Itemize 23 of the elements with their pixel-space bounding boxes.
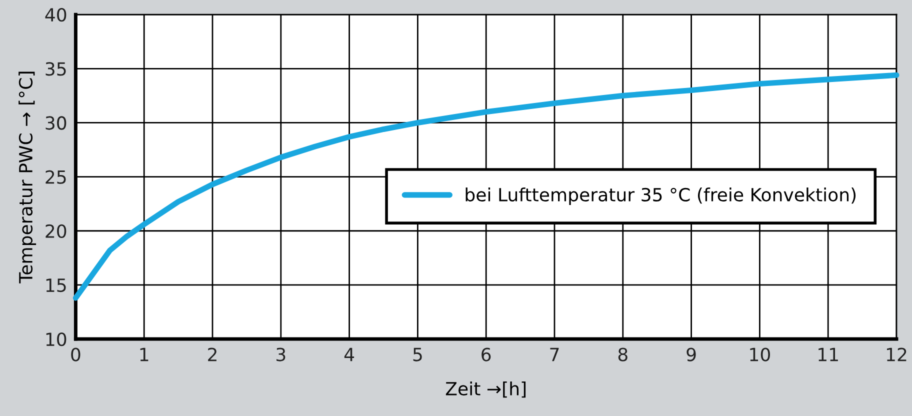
x-tick-label: 10 [750,348,770,362]
x-tick-label: 12 [886,348,906,362]
x-tick-label: 5 [413,348,422,362]
x-tick-label: 6 [482,348,491,362]
y-tick-label: 25 [46,170,66,184]
x-tick-label: 7 [550,348,559,362]
x-tick-label: 4 [344,348,354,362]
x-tick-label: 9 [686,348,696,362]
y-tick-label: 35 [46,62,66,76]
y-tick-label: 30 [46,116,66,130]
y-tick-label: 40 [45,8,66,22]
legend-label: bei Lufttemperatur 35 °C (freie Konvektion) [466,188,856,206]
y-tick-label: 10 [46,332,66,346]
x-tick-label: 2 [208,348,216,362]
x-tick-label: 3 [276,348,286,362]
x-axis-title: Zeit →[h] [446,382,526,398]
y-tick-label: 15 [46,278,66,292]
x-tick-label: 11 [818,348,838,362]
y-tick-label: 20 [46,224,66,238]
x-tick-label: 0 [71,348,80,362]
x-tick-label: 8 [618,348,628,362]
x-tick-label: 1 [140,348,148,362]
y-axis-title: Temperatur PWC → [°C] [18,72,36,284]
